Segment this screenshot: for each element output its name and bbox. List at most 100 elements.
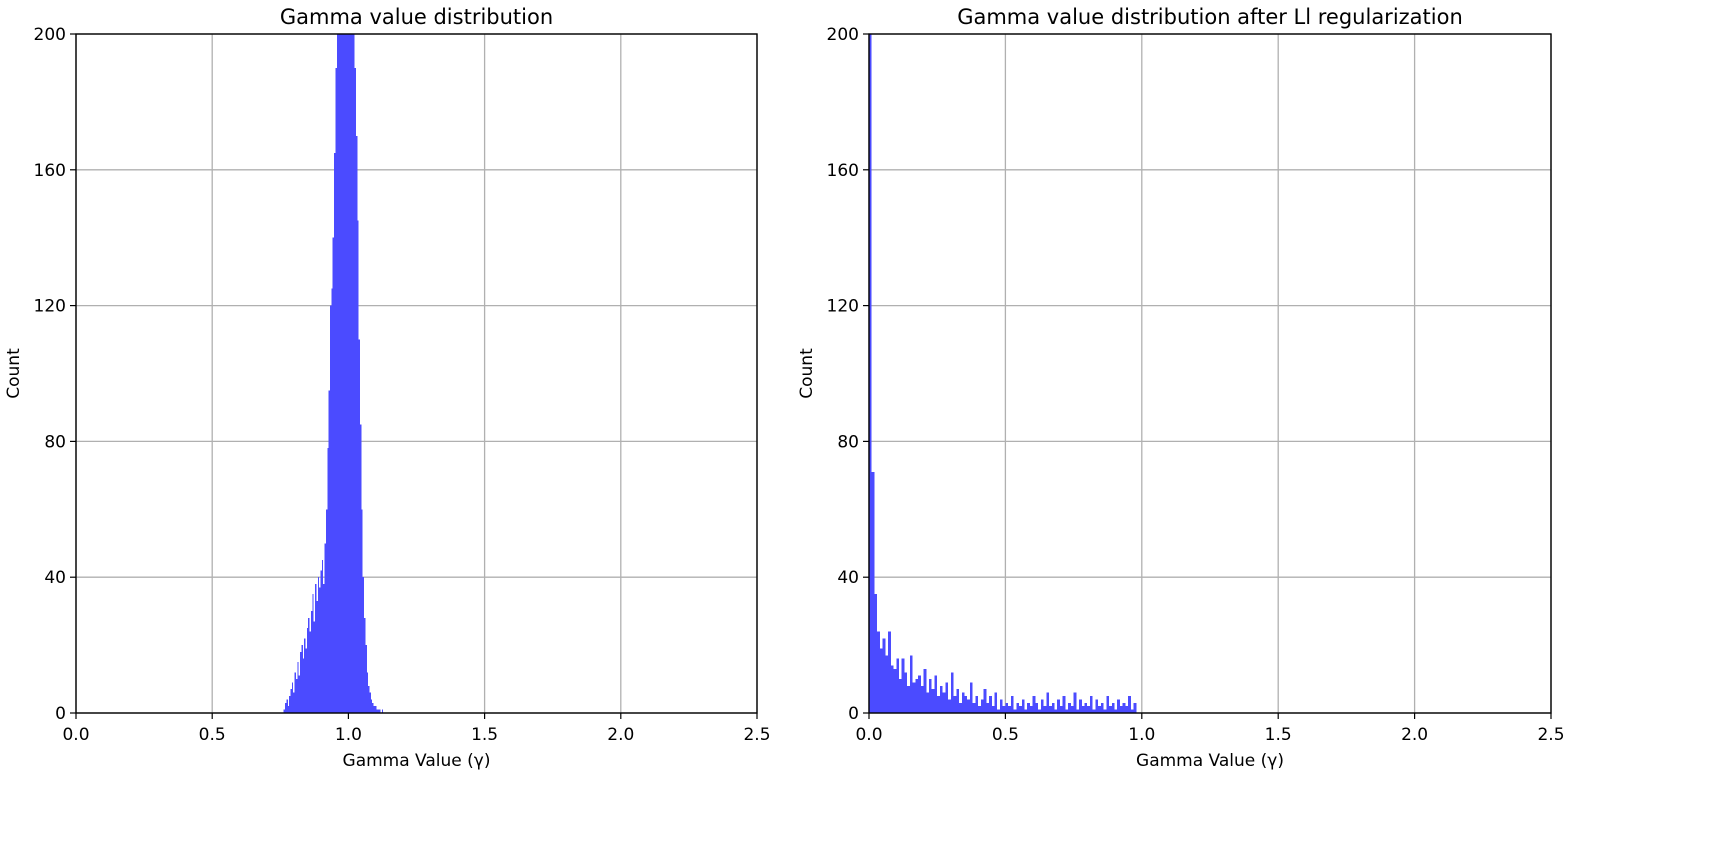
histogram-bar — [871, 471, 875, 713]
y-tick-label: 120 — [827, 297, 859, 317]
histogram-bar — [321, 560, 324, 713]
histogram-bar — [372, 702, 374, 713]
histogram-bar — [304, 638, 306, 713]
histogram-bar — [313, 621, 316, 713]
histogram-bar — [291, 682, 294, 713]
histogram-bar — [358, 339, 360, 713]
histogram-bar — [346, 34, 348, 713]
histogram-bar — [1087, 706, 1090, 713]
y-tick-label: 0 — [55, 704, 66, 724]
histogram-bar — [347, 34, 350, 713]
histogram-bar — [305, 648, 307, 713]
histogram-bar — [1103, 709, 1107, 713]
histogram-bar — [1084, 702, 1088, 713]
histogram-bar — [1114, 709, 1118, 713]
histogram-bar — [1013, 709, 1017, 713]
histogram-bar — [323, 583, 325, 713]
histogram-bar — [379, 709, 381, 713]
y-tick-label: 200 — [827, 25, 859, 45]
x-tick-label: 2.0 — [1401, 725, 1428, 745]
histogram-bar — [365, 645, 367, 713]
histogram-bar — [956, 689, 960, 713]
histogram-bar — [1062, 696, 1066, 713]
histogram-bar — [918, 675, 921, 713]
x-tick-label: 1.5 — [471, 725, 498, 745]
histogram-bar — [1057, 699, 1060, 713]
histogram-bar — [1130, 709, 1134, 713]
x-tick-label: 0.5 — [992, 725, 1019, 745]
histogram-bar — [312, 594, 314, 713]
histogram-bar — [316, 600, 318, 713]
histogram-bar — [1010, 696, 1014, 713]
chart-title: Gamma value distribution — [280, 5, 553, 29]
histogram-bar — [320, 570, 322, 713]
histogram-bar — [978, 706, 981, 713]
y-tick-label: 160 — [34, 161, 66, 181]
histogram-bar — [343, 34, 345, 713]
histogram-bar — [1095, 699, 1099, 713]
histogram-bar — [361, 509, 363, 713]
histogram-bar — [301, 645, 303, 713]
histogram-bar — [950, 672, 954, 713]
histogram-bar — [315, 583, 317, 713]
histogram-bar — [948, 699, 951, 713]
histogram-bar — [964, 696, 968, 713]
histogram-bar — [1027, 702, 1030, 713]
histogram-bar — [344, 34, 347, 713]
histogram-bar — [366, 672, 369, 713]
histogram-bar — [287, 706, 290, 713]
histogram-bar — [893, 668, 897, 713]
histogram-bar — [294, 672, 296, 713]
histogram-bar — [909, 655, 913, 713]
histogram-bar — [942, 692, 946, 713]
chart-panel-1: 0.0 0.5 1.0 1.5 2.0 2.5 0 40 80 120 160 200 Gamma va… — [4, 5, 771, 771]
histogram-bar — [1098, 706, 1101, 713]
histogram-bar — [342, 34, 344, 713]
y-tick-label: 0 — [848, 704, 859, 724]
histogram-bar — [994, 692, 998, 713]
histogram-bar — [293, 692, 295, 713]
histogram-bar — [1068, 702, 1071, 713]
histogram-bar — [997, 709, 1000, 713]
histogram-bar — [1089, 696, 1093, 713]
histogram-bar — [920, 685, 924, 713]
y-tick-label: 160 — [827, 161, 859, 181]
histogram-bar — [888, 631, 891, 713]
y-tick-label: 80 — [44, 432, 66, 452]
histogram-bar — [335, 67, 337, 713]
histogram-bar — [931, 689, 935, 713]
histogram-bar — [1038, 709, 1041, 713]
histogram-bar — [359, 424, 362, 713]
histogram-bar — [297, 662, 299, 713]
histogram-bar — [904, 672, 908, 713]
x-tick-label: 0.0 — [855, 725, 882, 745]
histogram-bar — [937, 696, 940, 713]
histogram-bar — [980, 699, 984, 713]
histogram-bar — [355, 135, 358, 713]
histogram-bar — [945, 682, 949, 713]
histogram-bar — [1046, 692, 1050, 713]
histogram-bar — [1032, 696, 1036, 713]
x-tick-label: 0.5 — [199, 725, 226, 745]
histogram-bar — [1019, 706, 1022, 713]
histogram-bar — [290, 689, 292, 713]
histogram-bar — [972, 702, 976, 713]
histogram-bar — [926, 692, 930, 713]
histogram-bar — [1117, 699, 1120, 713]
histogram-bar — [338, 34, 340, 713]
histogram-bar — [961, 692, 965, 713]
histogram-bar — [325, 509, 328, 713]
histogram-bar — [1059, 706, 1063, 713]
histogram-bar — [999, 699, 1003, 713]
histogram-bar — [1122, 702, 1126, 713]
histogram-bar — [1002, 706, 1006, 713]
histogram-bar — [1040, 699, 1044, 713]
y-axis-label: Count — [797, 348, 817, 399]
histogram-bar — [353, 34, 355, 713]
plot-frame — [868, 33, 1552, 714]
histogram-bar — [339, 34, 341, 713]
histogram-bar — [1076, 709, 1080, 713]
histogram-bar — [1035, 702, 1039, 713]
histogram-bar — [1005, 702, 1009, 713]
histogram-bar — [374, 706, 377, 713]
